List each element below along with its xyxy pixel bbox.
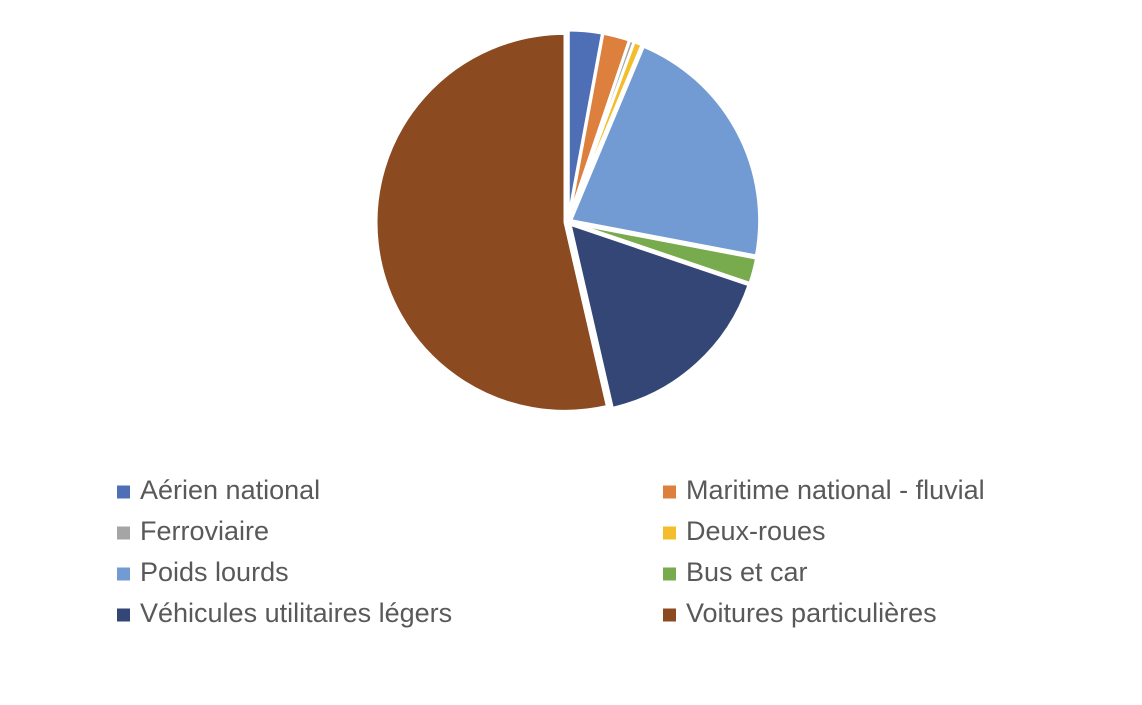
legend-swatch (117, 485, 130, 499)
pie-slice (567, 39, 644, 220)
legend-swatch (117, 526, 130, 540)
legend-swatch (663, 526, 676, 540)
legend-swatch (117, 608, 130, 622)
legend-label: Véhicules utilitaires légers (140, 598, 452, 628)
legend-swatch (663, 485, 676, 499)
pie-slice (567, 221, 751, 411)
legend-label: Deux-roues (686, 516, 826, 546)
pie-slice (570, 221, 759, 286)
legend-label: Ferroviaire (140, 516, 269, 546)
legend-swatch (117, 567, 130, 581)
legend-swatch (663, 567, 676, 581)
legend-swatch (663, 608, 676, 622)
legend-label: Poids lourds (140, 557, 289, 587)
legend-label: Aérien national (140, 475, 320, 505)
pie-slice (568, 44, 762, 258)
legend-label: Maritime national - fluvial (686, 475, 985, 505)
legend-label: Voitures particulières (686, 598, 937, 628)
legend-label: Bus et car (686, 557, 808, 587)
pie-slice (374, 31, 610, 413)
